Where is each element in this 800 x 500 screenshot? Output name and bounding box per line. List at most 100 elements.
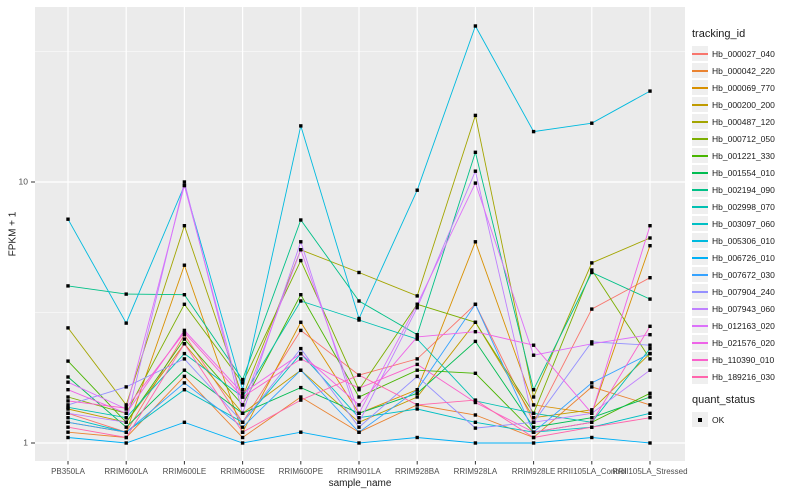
data-point-Hb_000027_040 <box>415 357 419 361</box>
data-point-Hb_021576_020 <box>299 351 303 356</box>
legend-item-Hb_002998_070: Hb_002998_070 <box>692 198 798 215</box>
data-point-Hb_007672_030 <box>648 351 652 356</box>
data-point-Hb_002194_090 <box>299 218 303 222</box>
data-point-Hb_000042_220 <box>648 403 652 407</box>
data-point-Hb_000487_120 <box>590 261 594 265</box>
legend-line-sample <box>692 273 708 276</box>
data-point-Hb_002998_070 <box>124 416 128 420</box>
data-point-Hb_000712_050 <box>299 258 303 263</box>
data-point-Hb_110390_010 <box>590 420 594 424</box>
data-point-Hb_007672_030 <box>240 425 245 429</box>
data-point-Hb_189216_030 <box>415 403 419 407</box>
legend-item-Hb_000069_770: Hb_000069_770 <box>692 79 798 96</box>
data-point-Hb_021576_020 <box>66 388 70 392</box>
data-point-Hb_006726_010 <box>124 441 128 445</box>
data-point-Hb_021576_020 <box>590 411 594 415</box>
legend-line-sample <box>692 86 708 89</box>
data-point-Hb_000069_770 <box>648 244 652 248</box>
legend-title-tracking-id: tracking_id <box>692 28 746 40</box>
data-point-Hb_189216_030 <box>240 430 245 434</box>
data-point-Hb_001554_010 <box>590 416 594 420</box>
data-point-Hb_000487_120 <box>648 236 652 240</box>
data-point-Hb_007672_030 <box>590 381 594 385</box>
legend: tracking_id Hb_000027_040 Hb_000042_220 Hb… <box>692 28 798 428</box>
data-point-Hb_001554_010 <box>299 385 303 390</box>
legend-line-sample <box>692 137 708 140</box>
data-point-Hb_002194_090 <box>415 333 419 337</box>
data-point-Hb_000712_050 <box>240 381 245 385</box>
data-point-Hb_002194_090 <box>124 292 128 296</box>
x-tick-label: RRIM928LA <box>454 467 498 476</box>
data-point-Hb_006726_010 <box>66 435 70 440</box>
data-point-Hb_001554_010 <box>182 368 187 372</box>
data-point-Hb_007904_240 <box>182 357 187 361</box>
data-point-Hb_021576_020 <box>240 391 245 395</box>
legend-line-sample <box>692 205 708 208</box>
legend-item-Hb_000712_050: Hb_000712_050 <box>692 130 798 147</box>
data-point-Hb_007943_060 <box>299 240 303 244</box>
data-point-Hb_001221_330 <box>357 395 361 399</box>
legend-line-sample <box>692 239 708 242</box>
data-point-Hb_003097_060 <box>357 416 361 420</box>
data-point-Hb_000027_040 <box>590 307 594 311</box>
data-point-Hb_189216_030 <box>182 342 187 346</box>
data-point-Hb_000487_120 <box>124 403 128 407</box>
data-point-Hb_110390_010 <box>299 357 303 361</box>
legend-label: Hb_002194_090 <box>712 184 775 195</box>
legend-item-quant-OK: OK <box>692 411 798 428</box>
data-point-Hb_000042_220 <box>299 395 303 399</box>
data-point-Hb_006726_010 <box>415 435 419 440</box>
data-point-Hb_012163_020 <box>299 248 303 252</box>
legend-item-Hb_021576_020: Hb_021576_020 <box>692 334 798 351</box>
data-point-Hb_000200_200 <box>531 416 536 420</box>
data-point-Hb_000027_040 <box>299 328 303 333</box>
data-point-Hb_006726_010 <box>648 441 652 445</box>
data-point-Hb_000712_050 <box>473 320 478 324</box>
data-point-Hb_001554_010 <box>473 339 478 344</box>
legend-item-Hb_001221_330: Hb_001221_330 <box>692 147 798 164</box>
legend-quant-status: quant_status OK <box>692 394 798 428</box>
data-point-Hb_189216_030 <box>357 373 361 377</box>
data-point-Hb_007672_030 <box>182 381 187 385</box>
data-point-Hb_002194_090 <box>66 284 70 288</box>
data-point-Hb_021576_020 <box>648 224 652 228</box>
legend-label: Hb_007904_240 <box>712 286 775 297</box>
legend-key-swatch <box>692 301 708 316</box>
data-point-Hb_005306_010 <box>648 89 652 93</box>
y-tick-label: 10 <box>19 177 29 187</box>
data-point-Hb_012163_020 <box>240 403 245 407</box>
data-point-Hb_012163_020 <box>531 353 536 357</box>
legend-label: Hb_000027_040 <box>712 48 775 59</box>
legend-item-Hb_000042_220: Hb_000042_220 <box>692 62 798 79</box>
legend-line-sample <box>692 358 708 361</box>
data-point-Hb_007943_060 <box>240 411 245 415</box>
data-point-Hb_007943_060 <box>66 411 70 415</box>
data-point-Hb_000069_770 <box>473 240 478 244</box>
legend-key-swatch <box>692 250 708 265</box>
data-point-Hb_002998_070 <box>182 351 187 356</box>
data-point-Hb_007904_240 <box>415 374 419 379</box>
data-point-Hb_003097_060 <box>415 407 419 411</box>
data-point-Hb_000042_220 <box>240 435 245 440</box>
legend-line-sample <box>692 171 708 174</box>
data-point-Hb_001221_330 <box>648 391 652 395</box>
data-point-Hb_002194_090 <box>182 293 187 297</box>
legend-label: Hb_110390_010 <box>712 354 775 365</box>
data-point-Hb_001221_330 <box>66 359 70 363</box>
data-point-Hb_189216_030 <box>473 398 478 402</box>
data-point-Hb_007672_030 <box>357 430 361 434</box>
data-point-Hb_002194_090 <box>473 150 478 154</box>
data-point-Hb_007904_240 <box>357 425 361 429</box>
data-point-Hb_006726_010 <box>473 441 478 445</box>
legend-title-quant-status: quant_status <box>692 394 755 406</box>
legend-key-swatch <box>692 318 708 333</box>
data-point-Hb_005306_010 <box>124 321 128 325</box>
data-point-Hb_189216_030 <box>648 416 652 420</box>
data-point-Hb_000042_220 <box>473 413 478 417</box>
x-tick-label: RRIM600SE <box>220 467 264 476</box>
data-point-Hb_000042_220 <box>590 385 594 389</box>
legend-item-Hb_001554_010: Hb_001554_010 <box>692 164 798 181</box>
data-point-Hb_110390_010 <box>124 406 128 410</box>
data-point-Hb_001554_010 <box>531 425 536 429</box>
data-point-Hb_012163_020 <box>182 183 187 188</box>
